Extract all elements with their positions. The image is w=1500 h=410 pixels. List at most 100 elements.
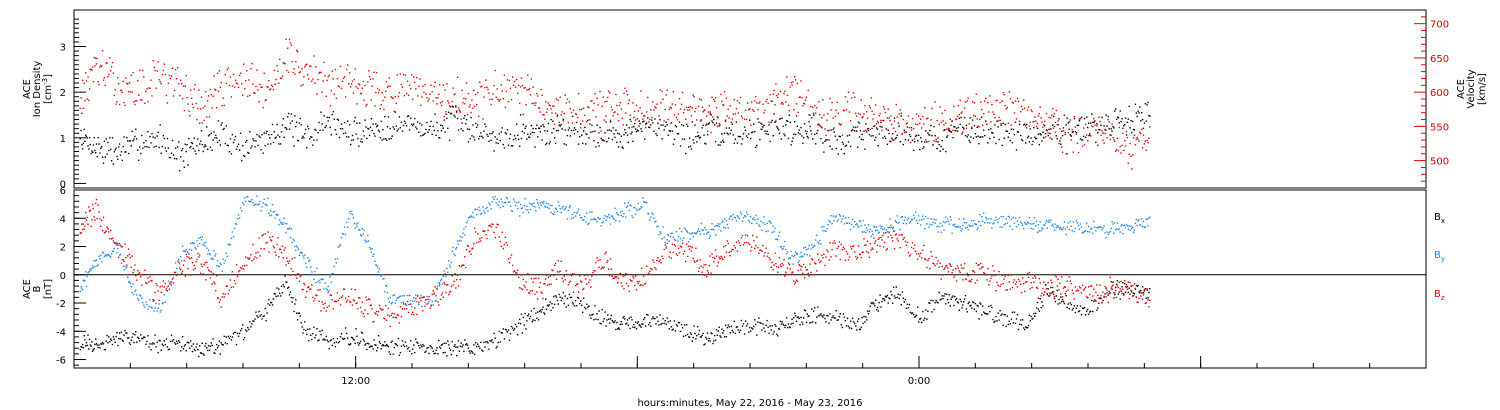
by-field-point	[739, 211, 742, 213]
by-field-point	[294, 245, 296, 248]
bx-field-point	[961, 307, 963, 309]
velocity-point	[388, 77, 390, 79]
bx-field-point	[181, 336, 184, 338]
by-field-point	[987, 222, 989, 224]
velocity-point	[963, 128, 965, 130]
ion-density-point	[743, 126, 746, 128]
bx-field-point	[1024, 328, 1026, 331]
ion-density-point	[311, 136, 313, 138]
velocity-point	[433, 86, 435, 88]
ion-density-point	[401, 130, 404, 132]
by-field-point	[972, 219, 975, 222]
by-field-point	[100, 254, 102, 256]
ion-density-point	[97, 136, 99, 139]
velocity-point	[832, 117, 834, 119]
bx-field-point	[266, 312, 268, 314]
ion-density-point	[735, 121, 738, 123]
by-field-point	[827, 224, 829, 226]
velocity-point	[348, 83, 350, 85]
bx-field-point	[892, 302, 894, 304]
by-field-point	[612, 217, 614, 219]
velocity-point	[524, 87, 526, 89]
velocity-point	[109, 57, 111, 59]
by-field-point	[931, 224, 933, 226]
bx-field-point	[105, 340, 107, 342]
velocity-point	[228, 84, 231, 87]
velocity-point	[401, 86, 404, 88]
velocity-point	[800, 80, 802, 82]
bx-field-point	[299, 315, 301, 317]
velocity-point	[813, 112, 815, 114]
by-field-point	[724, 227, 727, 229]
ion-density-point	[917, 140, 919, 142]
by-field-point	[866, 229, 869, 232]
by-field-point	[489, 204, 491, 206]
velocity-point	[666, 89, 668, 91]
x-tick-label: 0:00	[908, 376, 930, 387]
ion-density-point	[705, 143, 707, 145]
bx-field-point	[148, 346, 150, 348]
bx-field-point	[1103, 296, 1105, 298]
ion-density-point	[995, 142, 997, 145]
velocity-point	[243, 63, 245, 65]
bx-field-point	[830, 319, 832, 321]
velocity-point	[1097, 144, 1099, 146]
bx-field-point	[97, 346, 99, 349]
velocity-point	[1058, 142, 1060, 145]
by-field-point	[462, 232, 464, 234]
ion-density-point	[889, 140, 891, 142]
ion-density-point	[281, 124, 284, 126]
ion-density-point	[1034, 136, 1036, 138]
by-field-point	[144, 306, 146, 308]
ion-density-point	[669, 130, 671, 132]
ion-density-point	[980, 136, 982, 138]
by-field-point	[238, 217, 241, 219]
ion-density-point	[490, 139, 492, 142]
by-field-point	[763, 216, 765, 218]
by-field-point	[221, 270, 223, 272]
bz-field-point	[91, 219, 93, 221]
bx-field-point	[564, 295, 566, 297]
by-field-point	[1148, 217, 1150, 219]
bx-field-point	[232, 333, 235, 335]
bx-field-point	[159, 340, 161, 342]
velocity-point	[1073, 116, 1076, 118]
by-field-point	[593, 217, 595, 219]
top-left-axis-unit: [cm-3]	[41, 74, 54, 104]
ion-density-point	[609, 121, 612, 123]
bx-field-point	[107, 342, 109, 344]
by-field-point	[445, 275, 447, 277]
bx-field-point	[589, 314, 591, 316]
bx-field-point	[992, 318, 994, 321]
velocity-point	[714, 97, 717, 99]
by-field-point	[1132, 231, 1135, 233]
bx-field-point	[1000, 314, 1002, 316]
by-field-point	[1020, 222, 1023, 225]
velocity-point	[658, 115, 660, 117]
velocity-point	[151, 95, 153, 97]
by-field-point	[787, 258, 790, 260]
bx-field-point	[587, 306, 589, 308]
ion-density-point	[448, 139, 451, 142]
by-field-point	[244, 197, 246, 199]
velocity-point	[459, 111, 461, 113]
velocity-point	[487, 88, 489, 91]
velocity-point	[161, 74, 163, 76]
bz-field-point	[372, 321, 374, 323]
velocity-point	[644, 115, 646, 117]
velocity-point	[1063, 114, 1066, 116]
velocity-point	[944, 109, 946, 112]
bz-field-point	[232, 286, 235, 288]
by-field-point	[773, 231, 775, 233]
ion-density-point	[507, 144, 510, 146]
bz-field-point	[121, 245, 123, 248]
velocity-point	[525, 104, 527, 106]
ion-density-point	[666, 124, 668, 126]
by-field-point	[237, 214, 240, 216]
ion-density-point	[1044, 132, 1047, 135]
by-field-point	[305, 262, 307, 264]
ion-density-point	[559, 125, 561, 127]
velocity-point	[512, 84, 515, 86]
ion-density-point	[144, 145, 146, 148]
by-field-point	[786, 251, 789, 253]
